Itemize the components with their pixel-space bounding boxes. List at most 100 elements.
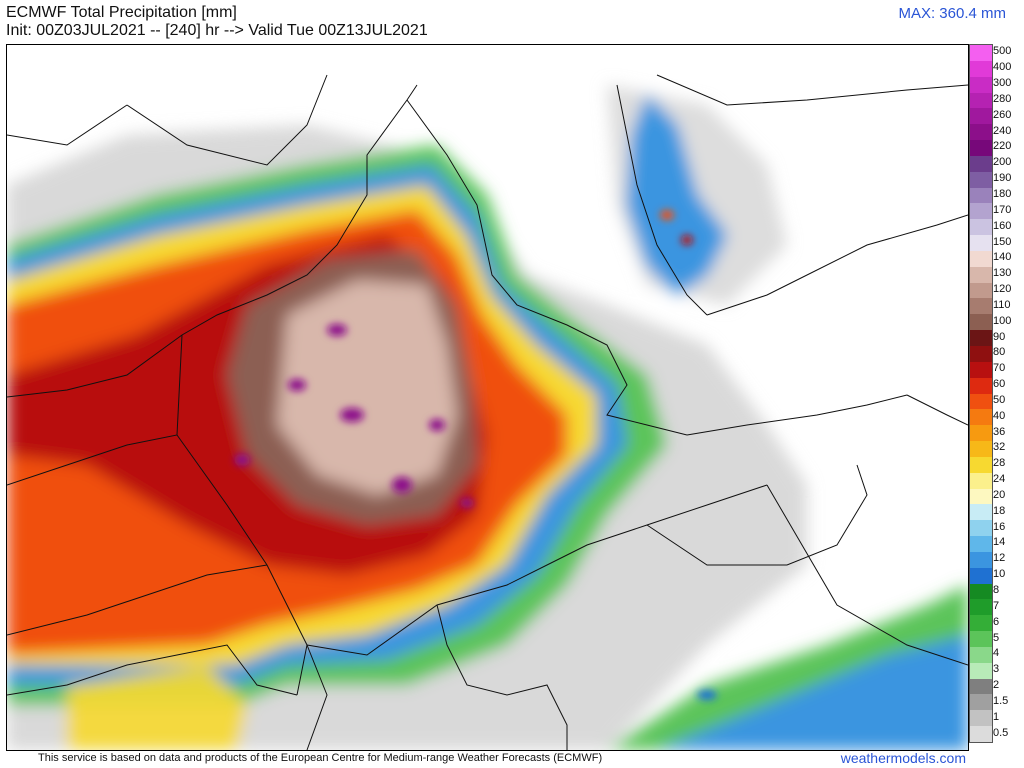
color-swatch — [970, 330, 992, 347]
map-title: ECMWF Total Precipitation [mm] — [6, 4, 237, 21]
color-scale — [969, 44, 993, 743]
color-scale-tick: 500 — [993, 45, 1012, 58]
color-swatch — [970, 710, 992, 727]
borders — [7, 74, 968, 750]
color-scale-tick: 2 — [993, 679, 1000, 692]
color-swatch — [970, 282, 992, 299]
color-scale-tick: 16 — [993, 520, 1006, 533]
color-scale-tick: 32 — [993, 441, 1006, 454]
color-scale-tick: 110 — [993, 298, 1011, 311]
color-scale-tick: 220 — [993, 140, 1012, 153]
color-scale-tick: 260 — [993, 108, 1012, 121]
color-scale-tick: 190 — [993, 172, 1012, 185]
color-swatch — [970, 631, 992, 648]
color-scale-tick: 3 — [993, 663, 1000, 676]
color-scale-tick: 36 — [993, 425, 1006, 438]
color-swatch — [970, 472, 992, 490]
color-scale-tick: 7 — [993, 599, 1000, 612]
color-scale-tick: 160 — [993, 219, 1012, 232]
map-subtitle: Init: 00Z03JUL2021 -- [240] hr --> Valid… — [6, 22, 428, 39]
color-scale-tick: 90 — [993, 330, 1006, 343]
color-swatch — [970, 567, 992, 585]
color-scale-tick: 1 — [993, 710, 1000, 723]
color-scale-tick: 8 — [993, 584, 1000, 596]
color-swatch — [970, 377, 992, 394]
color-scale-tick: 40 — [993, 409, 1006, 422]
color-swatch — [970, 219, 992, 236]
color-swatch — [970, 409, 992, 426]
color-swatch — [970, 92, 992, 109]
color-scale-tick: 180 — [993, 187, 1012, 200]
color-scale-tick: 130 — [993, 267, 1012, 280]
color-swatch — [970, 203, 992, 220]
color-scale-tick: 100 — [993, 314, 1012, 327]
map-canvas — [7, 74, 968, 750]
color-scale-tick: 10 — [993, 568, 1006, 581]
color-swatch — [970, 694, 992, 711]
color-scale-tick: 60 — [993, 378, 1006, 391]
color-scale-tick: 140 — [993, 251, 1012, 264]
color-scale-tick: 28 — [993, 457, 1006, 470]
color-swatch — [970, 536, 992, 553]
color-swatch — [970, 456, 992, 474]
color-swatch — [970, 425, 992, 442]
color-swatch — [970, 108, 992, 125]
color-swatch — [970, 45, 992, 62]
color-scale-tick: 5 — [993, 631, 1000, 644]
color-swatch — [970, 583, 992, 600]
color-swatch — [970, 599, 992, 616]
color-scale-tick: 150 — [993, 235, 1012, 248]
color-swatch — [970, 60, 992, 78]
color-scale-tick: 70 — [993, 362, 1006, 375]
color-swatch — [970, 298, 992, 315]
color-scale-tick: 280 — [993, 92, 1012, 105]
color-swatch — [970, 441, 992, 458]
color-scale-tick: 240 — [993, 124, 1012, 137]
color-scale-tick: 200 — [993, 156, 1012, 169]
heavy-rain-cells — [234, 210, 717, 700]
color-swatch — [970, 393, 992, 410]
color-swatch — [970, 235, 992, 252]
color-swatch — [970, 361, 992, 379]
color-swatch — [970, 140, 992, 157]
color-scale-tick: 0.5 — [993, 726, 1009, 739]
color-swatch — [970, 266, 992, 284]
color-swatch — [970, 76, 992, 93]
color-swatch — [970, 504, 992, 521]
color-swatch — [970, 551, 992, 569]
precip-field — [7, 85, 968, 750]
color-scale-tick: 170 — [993, 203, 1012, 216]
color-scale-tick: 400 — [993, 61, 1012, 74]
attribution-text: This service is based on data and produc… — [38, 752, 603, 764]
color-swatch — [970, 124, 992, 141]
color-swatch — [970, 488, 992, 505]
color-scale-labels: 500 400 300 280 260 240 220 200 190 180 170 160 150 1… — [993, 44, 1024, 741]
color-scale-tick: 18 — [993, 504, 1006, 517]
max-value-label: MAX: 360.4 mm — [898, 5, 1006, 22]
color-swatch — [970, 520, 992, 537]
color-scale-tick: 4 — [993, 647, 1000, 660]
color-scale-tick: 12 — [993, 552, 1006, 565]
color-swatch — [970, 646, 992, 664]
precipitation-map — [6, 44, 969, 751]
brand-link[interactable]: weathermodels.com — [840, 750, 966, 766]
color-swatch — [970, 250, 992, 268]
color-scale-tick: 50 — [993, 393, 1006, 406]
color-swatch — [970, 678, 992, 695]
color-scale-tick: 24 — [993, 473, 1006, 486]
color-scale-tick: 6 — [993, 615, 1000, 628]
color-swatch — [970, 171, 992, 189]
color-scale-tick: 20 — [993, 488, 1006, 501]
color-swatch — [970, 615, 992, 632]
color-swatch — [970, 345, 992, 363]
color-scale-tick: 80 — [993, 346, 1006, 359]
color-scale-tick: 1.5 — [993, 694, 1009, 707]
color-swatch — [970, 155, 992, 173]
color-scale-tick: 14 — [993, 536, 1006, 549]
color-swatch — [970, 187, 992, 204]
color-scale-tick: 120 — [993, 283, 1012, 296]
color-scale-tick: 300 — [993, 77, 1012, 90]
color-swatch — [970, 726, 992, 743]
color-swatch — [970, 662, 992, 680]
color-swatch — [970, 314, 992, 331]
